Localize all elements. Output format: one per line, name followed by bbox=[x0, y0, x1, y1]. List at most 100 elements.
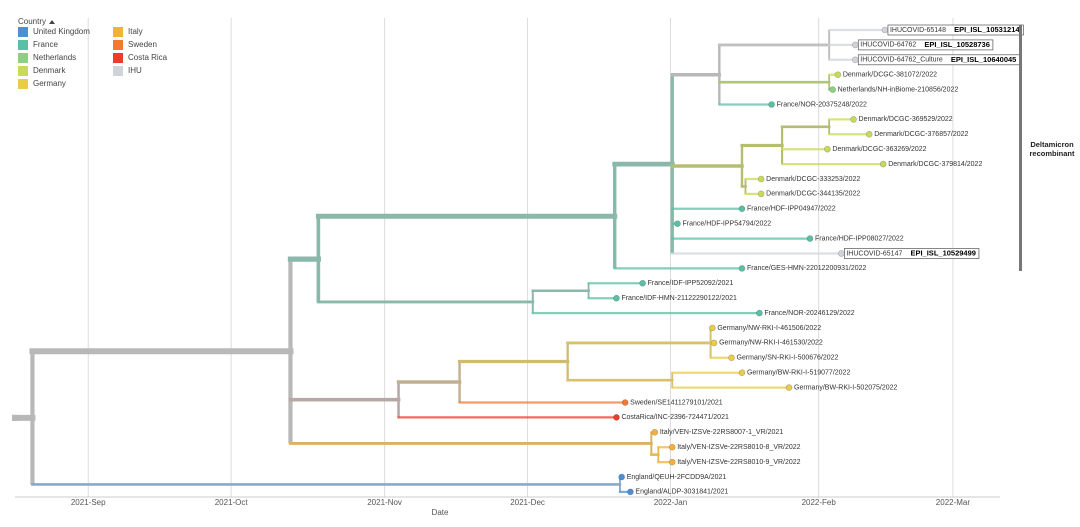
tip[interactable] bbox=[881, 26, 889, 34]
branches bbox=[12, 28, 887, 494]
legend-label: Sweden bbox=[128, 40, 157, 49]
x-axis-label: Date bbox=[432, 508, 449, 517]
tip[interactable] bbox=[850, 116, 857, 123]
legend-label: United Kingdom bbox=[33, 27, 90, 36]
tip-label: France/HDF-IPP54794/2022 bbox=[682, 221, 771, 228]
tip[interactable] bbox=[618, 473, 625, 481]
tip-label: IHUCOVID-65147 bbox=[846, 250, 902, 257]
legend-label: Germany bbox=[33, 79, 66, 88]
legend-label: Costa Rica bbox=[128, 53, 168, 62]
accession: EPI_ISL_10528736 bbox=[924, 40, 989, 49]
tip-label: IHUCOVID-64762 bbox=[860, 42, 916, 49]
tip[interactable] bbox=[785, 384, 793, 391]
legend-swatch[interactable] bbox=[113, 27, 123, 37]
tip-label: Denmark/DCGC-344135/2022 bbox=[766, 191, 860, 198]
tip-label: Germany/SN-RKI-I-500676/2022 bbox=[737, 355, 839, 362]
tip[interactable] bbox=[757, 175, 765, 183]
tip-label: IHUCOVID-65148 bbox=[890, 27, 946, 34]
legend-swatch[interactable] bbox=[18, 79, 28, 89]
tip[interactable] bbox=[738, 205, 746, 213]
tip-label: Denmark/DCGC-376857/2022 bbox=[874, 131, 968, 138]
tip[interactable] bbox=[621, 399, 629, 406]
tip[interactable] bbox=[852, 56, 859, 64]
tip-label: France/IDF-HMN-21122290122/2021 bbox=[621, 295, 737, 302]
x-tick-label: 2022-Mar bbox=[936, 498, 971, 507]
tip[interactable] bbox=[613, 414, 620, 421]
tip[interactable] bbox=[834, 71, 842, 78]
legend-swatch[interactable] bbox=[18, 27, 28, 37]
tip-label: France/IDF-IPP52092/2021 bbox=[648, 280, 734, 287]
tip[interactable] bbox=[668, 443, 676, 451]
tip[interactable] bbox=[613, 294, 620, 302]
tip[interactable] bbox=[865, 131, 873, 138]
x-tick-label: 2021-Oct bbox=[215, 498, 249, 507]
annotation: Deltamicron recombinant bbox=[1029, 140, 1075, 158]
tip-label: France/NOR-20375248/2022 bbox=[777, 101, 867, 108]
tip[interactable] bbox=[852, 41, 859, 49]
x-tick-label: 2021-Nov bbox=[367, 498, 402, 507]
tip-label: Germany/BW-RKI-I-519077/2022 bbox=[747, 370, 850, 377]
legend-title[interactable]: Country bbox=[18, 17, 46, 26]
x-tick-label: 2021-Dec bbox=[510, 498, 545, 507]
tip-label: France/HDF-IPP08027/2022 bbox=[815, 235, 904, 242]
tip[interactable] bbox=[879, 160, 887, 168]
legend-label: IHU bbox=[128, 66, 142, 75]
tip[interactable] bbox=[738, 265, 746, 272]
tip[interactable] bbox=[838, 250, 845, 257]
legend-swatch[interactable] bbox=[113, 40, 123, 50]
tip-label: Netherlands/NH-inBiome-210856/2022 bbox=[838, 86, 959, 93]
tip-label: CostaRica/INC-2396-724471/2021 bbox=[621, 414, 729, 421]
legend-swatch[interactable] bbox=[18, 40, 28, 50]
x-tick-label: 2022-Feb bbox=[802, 498, 837, 507]
tip[interactable] bbox=[829, 86, 836, 93]
tip[interactable] bbox=[651, 428, 659, 436]
tip[interactable] bbox=[806, 235, 814, 242]
tip[interactable] bbox=[639, 279, 646, 287]
accession: EPI_ISL_10640045 bbox=[951, 55, 1016, 64]
legend-label: Italy bbox=[128, 27, 143, 36]
tip[interactable] bbox=[668, 458, 676, 466]
tip[interactable] bbox=[768, 101, 775, 108]
accession: EPI_ISL_10531214 bbox=[954, 25, 1020, 34]
tip-label: Germany/NW-RKI-I-461506/2022 bbox=[717, 325, 821, 332]
legend-label: Denmark bbox=[33, 66, 66, 75]
tip-label: Denmark/DCGC-381072/2022 bbox=[843, 72, 937, 79]
legend-swatch[interactable] bbox=[18, 53, 28, 63]
label-box bbox=[887, 24, 1024, 36]
tip-label: Germany/BW-RKI-I-502075/2022 bbox=[794, 384, 897, 391]
grid: 2021-Sep 2021-Oct 2021-Nov 2021-Dec 2022-Jan… bbox=[15, 18, 1000, 507]
tips: IHUCOVID-65148 EPI_ISL_10531214 IHUCOVID-6… bbox=[613, 24, 1024, 496]
tip[interactable] bbox=[738, 369, 746, 377]
annotation-bar bbox=[1019, 25, 1022, 271]
accession: EPI_ISL_10529499 bbox=[910, 248, 975, 257]
tip-label: Italy/VEN-IZSVe-22RS8010-9_VR/2022 bbox=[677, 459, 800, 466]
tip-label: Denmark/DCGC-333253/2022 bbox=[766, 176, 860, 183]
tip-label: France/NOR-20246129/2022 bbox=[764, 310, 854, 317]
tip[interactable] bbox=[756, 309, 763, 317]
legend-swatch[interactable] bbox=[113, 66, 123, 76]
x-tick-label: 2022-Jan bbox=[654, 498, 687, 507]
tip[interactable] bbox=[757, 190, 765, 198]
tip[interactable] bbox=[824, 145, 831, 153]
sort-caret[interactable] bbox=[49, 20, 55, 24]
label-box bbox=[857, 39, 994, 51]
tip-label: France/GES-HMN-22012200931/2022 bbox=[747, 265, 867, 272]
tip-label: England/QEUH-2FCDD9A/2021 bbox=[627, 474, 727, 481]
tip-label: Italy/VEN-IZSVe-22RS8007-1_VR/2021 bbox=[660, 429, 783, 436]
legend-swatch[interactable] bbox=[113, 53, 123, 63]
label-box bbox=[844, 248, 980, 259]
tip-label: Germany/NW-RKI-I-461530/2022 bbox=[719, 340, 823, 347]
tip-label: England/ALDP-3031841/2021 bbox=[635, 489, 728, 496]
legend-label: France bbox=[33, 40, 58, 49]
tip[interactable] bbox=[710, 339, 718, 347]
tip-label: Italy/VEN-IZSVe-22RS8010-8_VR/2022 bbox=[677, 444, 800, 451]
tip-label: Sweden/SE1411279101/2021 bbox=[630, 399, 723, 406]
legend-swatch[interactable] bbox=[18, 66, 28, 76]
tip[interactable] bbox=[674, 220, 681, 227]
x-tick-label: 2021-Sep bbox=[71, 498, 106, 507]
tip[interactable] bbox=[709, 324, 716, 332]
tip[interactable] bbox=[728, 354, 735, 362]
tip-label: IHUCOVID-64762_Culture bbox=[860, 57, 943, 64]
tip[interactable] bbox=[627, 488, 634, 496]
